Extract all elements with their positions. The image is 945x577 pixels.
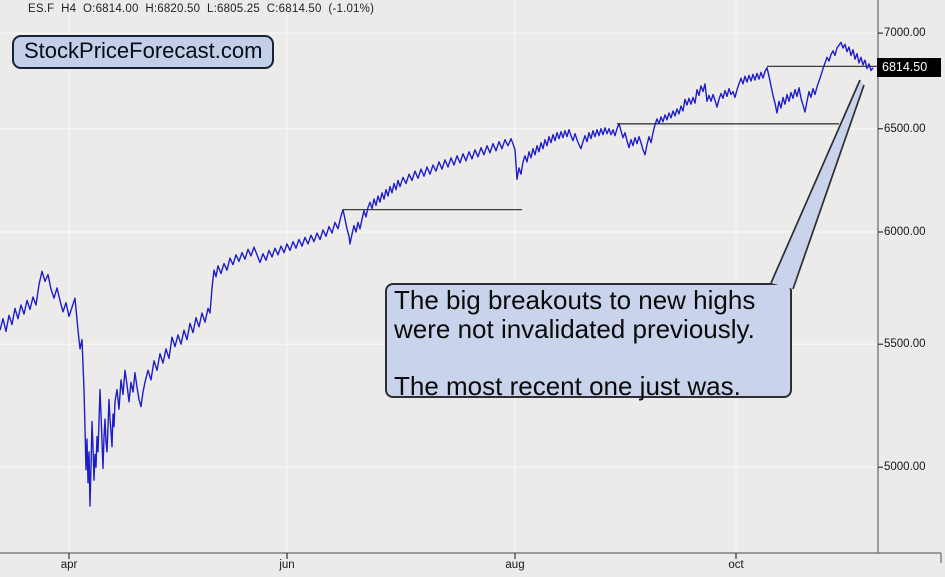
time-axis-label: jun [279, 559, 295, 571]
price-line-series [0, 41, 874, 507]
annotation-line-1: The big breakouts to new highs [394, 285, 756, 315]
price-axis-label: 7000.00 [884, 27, 926, 40]
price-axis-label: 6000.00 [884, 226, 926, 238]
price-axis-label: 5000.00 [884, 461, 926, 474]
time-axis-label: apr [60, 559, 78, 571]
time-axis-label: oct [728, 559, 744, 571]
annotation-line-2: were not invalidated previously. [394, 313, 755, 344]
ohlc-readout: ES.F H4 O:6814.00 H:6820.50 L:6805.25 C:… [28, 3, 375, 15]
price-axis-label: 5500.00 [884, 338, 926, 351]
price-axis-label: 6500.00 [884, 122, 926, 135]
annotation-callout: The big breakouts to new highs were not … [385, 283, 792, 401]
annotation-spacer [394, 343, 790, 372]
annotation-line-3: The most recent one just was. [394, 370, 741, 401]
last-price-tag: 6814.50 [877, 58, 941, 78]
site-watermark: StockPriceForecast.com [12, 35, 275, 69]
time-axis-label: aug [505, 559, 525, 571]
